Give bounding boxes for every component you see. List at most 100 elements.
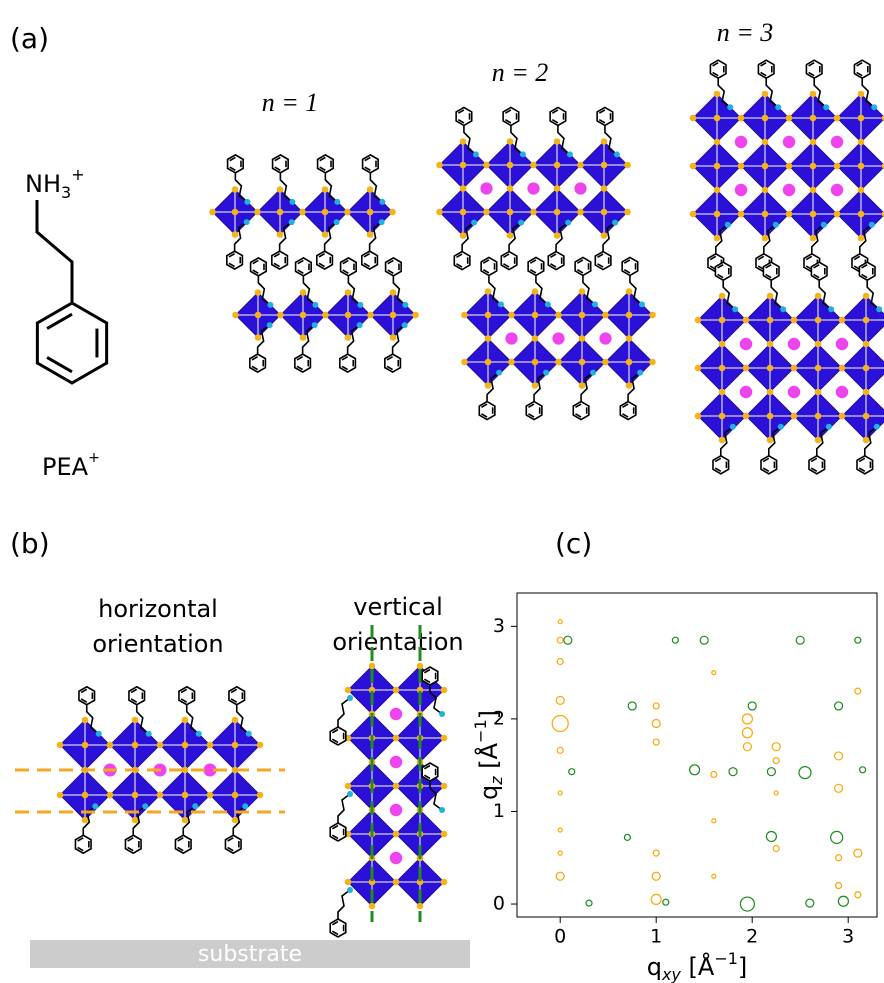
atom	[719, 413, 726, 420]
axis-label-part: −1	[714, 949, 738, 968]
point	[558, 620, 562, 624]
nitrogen	[312, 302, 318, 308]
cation	[788, 386, 800, 398]
nitrogen	[730, 424, 736, 430]
atom	[485, 288, 492, 295]
point	[774, 791, 778, 795]
atom	[532, 312, 539, 319]
atom	[485, 335, 492, 342]
point	[663, 899, 669, 905]
y-tick-label: 1	[493, 800, 505, 822]
atom	[810, 91, 817, 98]
nitrogen	[242, 803, 248, 809]
atom	[157, 792, 164, 799]
point	[552, 716, 568, 732]
point	[700, 636, 708, 644]
atom	[209, 209, 216, 216]
atom	[601, 185, 608, 192]
point	[743, 743, 751, 751]
atom	[507, 232, 514, 239]
atom	[714, 187, 721, 194]
atom	[300, 334, 307, 341]
atom	[815, 413, 822, 420]
structure-label: n = 1	[262, 88, 319, 117]
cation	[480, 182, 492, 194]
atom	[810, 211, 817, 218]
atom	[579, 335, 586, 342]
caption: horizontal	[98, 595, 218, 623]
atom	[393, 687, 400, 694]
atom	[863, 389, 870, 396]
atom	[530, 162, 537, 169]
atom	[277, 231, 284, 238]
atom	[624, 209, 631, 216]
atom	[762, 163, 769, 170]
nitrogen	[289, 199, 295, 205]
atom	[554, 138, 561, 145]
nitrogen	[520, 151, 526, 157]
atom	[577, 162, 584, 169]
nitrogen	[590, 370, 596, 376]
atom	[390, 312, 397, 319]
atom	[345, 289, 352, 296]
atom	[601, 162, 608, 169]
atom	[322, 186, 329, 193]
atom	[695, 365, 702, 372]
point	[742, 714, 752, 724]
atom	[743, 317, 750, 324]
nitrogen	[379, 219, 385, 225]
atom	[412, 312, 419, 319]
nitrogen	[312, 322, 318, 328]
atom	[863, 413, 870, 420]
nitrogen	[347, 695, 353, 701]
atom	[393, 783, 400, 790]
axis-label-part: q	[647, 953, 662, 981]
nitrogen	[778, 424, 784, 430]
point	[854, 849, 862, 857]
point	[569, 769, 575, 775]
point	[835, 702, 843, 710]
atom	[839, 317, 846, 324]
atom	[690, 163, 697, 170]
axis-label-part: q	[475, 785, 503, 800]
atom	[762, 139, 769, 146]
atom	[579, 288, 586, 295]
nitrogen	[871, 104, 877, 110]
panel-label: (c)	[555, 527, 592, 560]
nitrogen	[874, 424, 880, 430]
atom	[767, 437, 774, 444]
panel-label: (a)	[10, 22, 49, 55]
x-tick-label: 1	[650, 926, 662, 948]
point	[651, 894, 661, 904]
atom	[322, 312, 329, 319]
atom	[555, 312, 562, 319]
atom	[255, 289, 262, 296]
atom	[182, 817, 189, 824]
atom	[441, 735, 448, 742]
atom	[579, 382, 586, 389]
atom	[82, 792, 89, 799]
point	[836, 883, 842, 889]
atom	[579, 312, 586, 319]
nitrogen	[498, 301, 504, 307]
nitrogen	[347, 791, 353, 797]
atom	[834, 163, 841, 170]
nitrogen	[267, 322, 273, 328]
point	[835, 752, 843, 760]
atom	[532, 335, 539, 342]
point	[556, 872, 564, 880]
name-part: +	[88, 450, 100, 466]
structures	[15, 60, 884, 937]
nitrogen	[614, 151, 620, 157]
scatter-chart: 01230123qxy [Å−1]qz [Å−1]	[471, 593, 878, 983]
atom	[82, 817, 89, 824]
nitrogen	[567, 151, 573, 157]
nitrogen	[496, 370, 502, 376]
atom	[436, 162, 443, 169]
atom	[132, 717, 139, 724]
point	[766, 831, 776, 841]
atom	[532, 288, 539, 295]
atom	[157, 742, 164, 749]
point	[712, 819, 716, 823]
atom	[626, 335, 633, 342]
